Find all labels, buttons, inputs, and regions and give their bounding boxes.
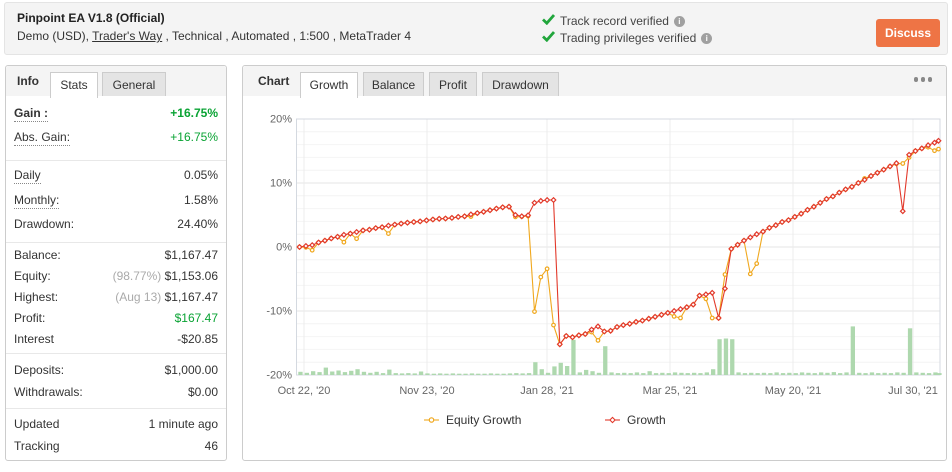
svg-text:-20%: -20% [266, 370, 292, 382]
svg-text:10%: 10% [270, 178, 292, 190]
svg-text:20%: 20% [270, 114, 292, 126]
svg-text:Equity Growth: Equity Growth [446, 413, 521, 427]
svg-text:Growth: Growth [627, 413, 666, 427]
svg-text:Mar 25, '21: Mar 25, '21 [643, 385, 698, 397]
svg-text:Oct 22, '20: Oct 22, '20 [278, 385, 331, 397]
svg-text:Jul 30, '21: Jul 30, '21 [888, 385, 938, 397]
svg-text:Jan 28, '21: Jan 28, '21 [520, 385, 573, 397]
svg-text:0%: 0% [276, 242, 292, 254]
svg-text:Nov 23, '20: Nov 23, '20 [399, 385, 454, 397]
svg-text:-10%: -10% [266, 306, 292, 318]
svg-text:May 20, '21: May 20, '21 [765, 385, 822, 397]
